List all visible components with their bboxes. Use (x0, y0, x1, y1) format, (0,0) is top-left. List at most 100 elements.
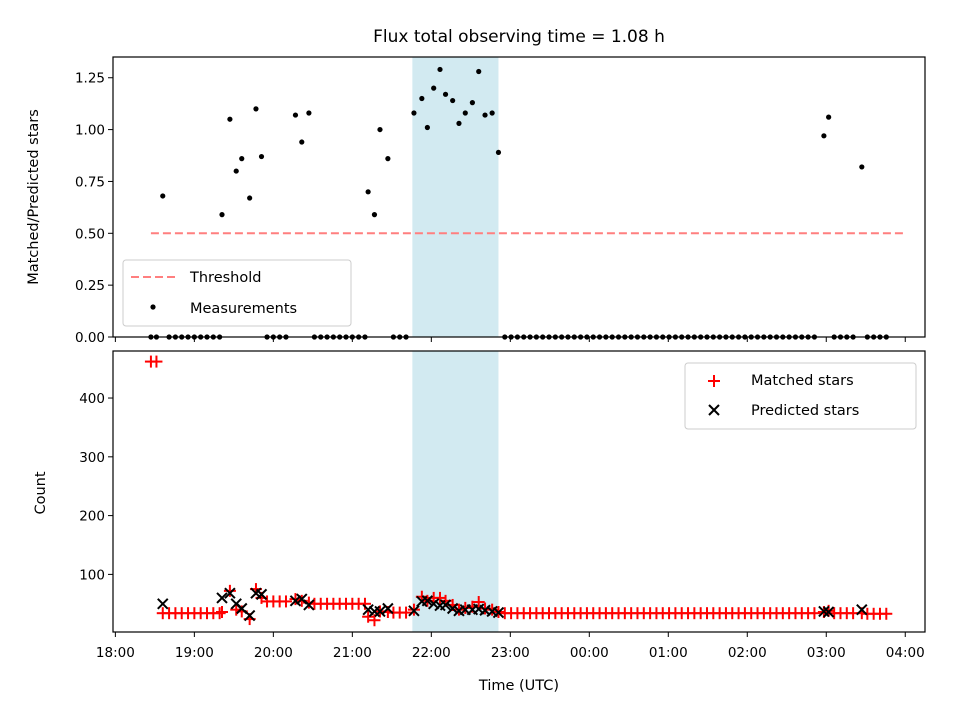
x-tick-label: 19:00 (175, 645, 214, 661)
measurement-point (476, 68, 482, 75)
matched-star-point (216, 606, 229, 619)
matched-star-point (223, 584, 236, 597)
measurement-point (247, 195, 253, 201)
measurements-legend-swatch (150, 304, 156, 310)
matched-star-point (279, 595, 292, 608)
measurement-point (219, 212, 225, 218)
measurement-point (258, 153, 265, 160)
bottom-legend-box (684, 362, 917, 430)
matched-star-point (368, 614, 381, 627)
predicted-star-point (446, 602, 459, 615)
x-tick-label: 20:00 (254, 645, 293, 661)
measurements-legend-label: Measurements (190, 301, 297, 317)
predicted-star-point (439, 599, 452, 611)
bottom-legend: Matched stars Predicted stars (684, 362, 917, 430)
predicted-star-point (421, 595, 434, 607)
predicted-legend-swatch (708, 404, 720, 416)
measurement-point (482, 112, 488, 118)
measurement-point (462, 110, 468, 116)
top-y-tick-label: 0.50 (75, 226, 105, 242)
predicted-legend-label: Predicted stars (751, 403, 859, 419)
measurement-point (233, 168, 239, 174)
x-tick-label: 22:00 (412, 645, 451, 661)
top-legend: Threshold Measurements (122, 259, 352, 327)
matched-star-point (362, 610, 375, 623)
top-axis-ticks: 0.00 0.25 0.50 0.75 1.00 1.25 (75, 71, 906, 346)
measurement-point (299, 139, 305, 145)
matched-star-point (289, 593, 302, 606)
x-tick-label: 21:00 (333, 645, 372, 661)
matched-star-point (150, 355, 163, 368)
predicted-star-point (243, 609, 256, 622)
predicted-star-points (157, 587, 868, 622)
matched-star-point (880, 607, 893, 620)
matched-star-point (472, 596, 485, 609)
top-axes-frame (112, 56, 926, 338)
predicted-star-point (255, 588, 268, 601)
x-tick-label: 23:00 (491, 645, 530, 661)
predicted-star-point (822, 606, 835, 618)
predicted-star-point (224, 587, 236, 599)
measurement-point (411, 110, 417, 116)
highlight-span-top (412, 57, 499, 337)
predicted-star-point (492, 606, 505, 619)
measurement-point (826, 114, 832, 120)
predicted-star-point (289, 595, 302, 607)
x-tick-label: 18:00 (96, 645, 135, 661)
predicted-star-point (427, 598, 440, 610)
top-y-tick-label: 1.25 (75, 71, 105, 87)
bottom-y-tick-label: 100 (79, 567, 105, 583)
matched-star-point (808, 607, 821, 620)
matched-star-point (400, 606, 413, 619)
measurement-point (253, 106, 259, 112)
top-y-tick-label: 0.25 (75, 278, 105, 294)
x-tick-label: 04:00 (886, 645, 925, 661)
x-axis-label: Time (UTC) (478, 678, 559, 694)
top-legend-box (122, 259, 352, 327)
predicted-star-point (303, 599, 315, 611)
predicted-star-point (216, 592, 228, 604)
predicted-star-point (362, 603, 374, 616)
measurement-point (821, 133, 827, 139)
measurement-point (859, 164, 865, 170)
measurement-point (456, 120, 462, 126)
measurement-point (424, 124, 430, 131)
chart-title: Flux total observing time = 1.08 h (373, 27, 665, 47)
measurement-point (227, 116, 233, 122)
bottom-axis-ticks: 100 200 300 400 18:00 19:00 20:00 21:00 22:00 23:… (79, 391, 924, 661)
measurement-point (385, 156, 391, 162)
predicted-star-point (408, 605, 420, 617)
bottom-axes-frame (112, 350, 926, 633)
matched-legend-label: Matched stars (751, 373, 854, 389)
highlight-span-bottom (412, 351, 499, 632)
top-y-tick-label: 0.75 (75, 174, 105, 190)
measurement-point (160, 193, 166, 199)
measurement-point (371, 212, 378, 218)
bottom-panel: 100 200 300 400 18:00 19:00 20:00 21:00 22:00 23:… (33, 350, 926, 694)
predicted-star-point (856, 603, 868, 616)
measurement-point (437, 66, 443, 73)
top-y-axis-label: Matched/Predicted stars (26, 109, 42, 285)
predicted-star-point (382, 602, 394, 615)
x-tick-label: 01:00 (649, 645, 688, 661)
matched-star-points (144, 355, 893, 627)
measurement-point (365, 189, 371, 195)
bottom-y-axis-label: Count (33, 471, 49, 514)
matched-star-point (213, 607, 226, 620)
top-panel: Flux total observing time = 1.08 h 0.00 0… (26, 27, 926, 346)
measurement-point (306, 110, 312, 116)
threshold-legend-label: Threshold (189, 270, 261, 286)
x-tick-label: 03:00 (807, 645, 846, 661)
bottom-y-tick-label: 200 (79, 509, 105, 525)
top-y-tick-label: 0.00 (75, 330, 105, 346)
measurement-point (469, 100, 475, 106)
x-tick-label: 02:00 (728, 645, 767, 661)
measurement-point (377, 126, 383, 133)
measurement-point (292, 112, 299, 118)
predicted-star-point (374, 605, 386, 618)
measurement-point (495, 149, 502, 156)
bottom-y-tick-label: 300 (79, 450, 105, 466)
matched-star-point (434, 591, 447, 604)
measurement-point (450, 97, 456, 104)
